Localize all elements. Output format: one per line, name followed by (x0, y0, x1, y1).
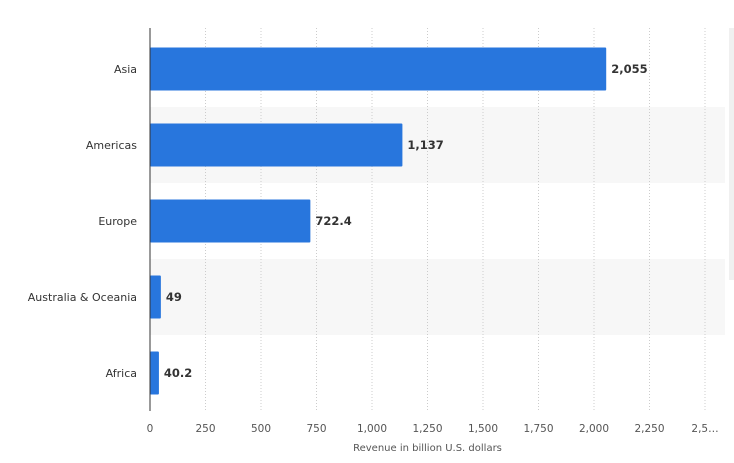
x-tick-label: 2,250 (634, 423, 664, 435)
bar[interactable] (150, 123, 403, 167)
data-label: 40.2 (164, 366, 192, 380)
x-axis-ticks: 0 250 500 750 1,000 1,250 1,500 1,750 2,000 2,250… (147, 423, 719, 435)
bars (150, 47, 607, 395)
category-label: Americas (86, 139, 137, 152)
gridlines (205, 28, 706, 411)
bar[interactable] (150, 199, 311, 243)
x-tick-label: 1,500 (468, 423, 498, 435)
x-tick-label: 500 (251, 423, 271, 435)
category-label: Asia (114, 63, 137, 76)
category-label: Europe (98, 215, 137, 228)
x-tick-label: 2,000 (579, 423, 609, 435)
data-label: 722.4 (315, 214, 351, 228)
category-labels: Asia Americas Europe Australia & Oceania Afr… (28, 63, 137, 380)
x-tick-label: 2,5… (691, 423, 718, 435)
value-labels: 2,055 1,137 722.4 49 40.2 (164, 62, 648, 380)
x-tick-label: 0 (147, 423, 154, 435)
bar[interactable] (150, 47, 607, 91)
data-label: 2,055 (611, 62, 647, 76)
data-label: 49 (166, 290, 182, 304)
data-label: 1,137 (407, 138, 443, 152)
x-tick-label: 1,250 (412, 423, 442, 435)
right-edge-strip (729, 28, 734, 280)
x-axis-title: Revenue in billion U.S. dollars (353, 443, 502, 454)
x-tick-label: 750 (306, 423, 326, 435)
row-bands (150, 107, 725, 335)
x-tick-label: 250 (195, 423, 215, 435)
category-label: Africa (106, 367, 137, 380)
category-label: Australia & Oceania (28, 291, 137, 304)
row-band (150, 259, 725, 335)
x-tick-label: 1,000 (357, 423, 387, 435)
bar[interactable] (150, 275, 161, 319)
bar[interactable] (150, 351, 159, 395)
x-tick-label: 1,750 (523, 423, 553, 435)
